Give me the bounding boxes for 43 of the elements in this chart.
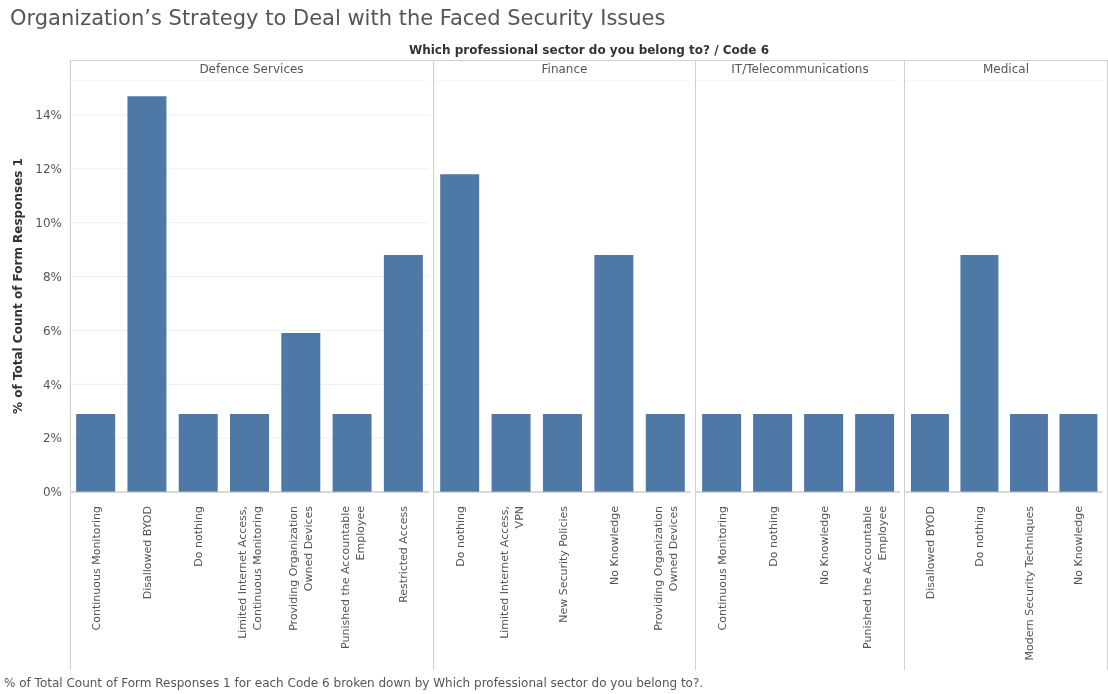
x-tick-label: Continuous Monitoring [715, 506, 729, 631]
y-tick-label: 14% [35, 108, 62, 123]
bar [332, 413, 372, 492]
x-tick-label: Restricted Access [397, 505, 411, 603]
bar [281, 333, 321, 492]
x-tick-label: No Knowledge [1072, 505, 1086, 585]
bar [127, 96, 167, 492]
x-tick-label: No Knowledge [607, 505, 621, 585]
x-tick-label: Disallowed BYOD [140, 506, 154, 600]
x-tick-label: Do nothing [766, 506, 780, 567]
y-tick-label: 10% [35, 215, 62, 230]
y-tick-label: 0% [42, 485, 62, 500]
chart-title: IT/Telecommunications [730, 62, 870, 76]
text: Organization’s Strategy to Deal with the Faced Security Issues [10, 6, 666, 30]
bar [178, 413, 218, 492]
x-tick-label: Disallowed BYOD [923, 506, 937, 600]
x-tick-label: Limited Internet Access, VPN [497, 506, 526, 639]
x-tick-label: Punished the Accountable Employee [861, 505, 889, 649]
y-tick-label: 4% [42, 377, 62, 392]
x-tick-label: Do nothing [192, 506, 206, 567]
chart-title: Medical [982, 62, 1030, 76]
bar [76, 413, 116, 492]
x-tick-label: Providing Organization Owned Devices [287, 505, 316, 631]
x-tick-label: Do nothing [973, 506, 987, 567]
y-tick-label: 2% [42, 431, 62, 446]
bar [230, 413, 270, 492]
bar [383, 255, 423, 492]
x-tick-label: Modern Security Techniques [1022, 505, 1036, 661]
y-tick-label: 8% [42, 269, 62, 284]
y-tick-label: 12% [35, 162, 62, 177]
x-tick-label: Do nothing [453, 506, 467, 567]
x-tick-label: Limited Internet Access, Continuous Monitoring [236, 506, 264, 639]
y-axis-title: % of Total Count of Form Responses 1 [11, 157, 25, 414]
x-tick-label: Providing Organization Owned Devices [651, 505, 680, 631]
text: % of Total Count of Form Responses 1 for each Code 6 broken down by Which professional sector do you belong to?. [4, 676, 704, 690]
text: Which professional sector do you belong to? / Code 6 [407, 43, 771, 57]
x-tick-label: Punished the Accountable Employee [338, 505, 367, 649]
x-tick-label: No Knowledge [817, 505, 831, 585]
chart-title: Defence Services [198, 62, 305, 76]
x-tick-label: Continuous Monitoring [89, 506, 103, 631]
y-tick-label: 6% [42, 323, 62, 338]
x-tick-label: New Security Policies [556, 505, 570, 623]
chart-title: Finance [540, 62, 589, 76]
